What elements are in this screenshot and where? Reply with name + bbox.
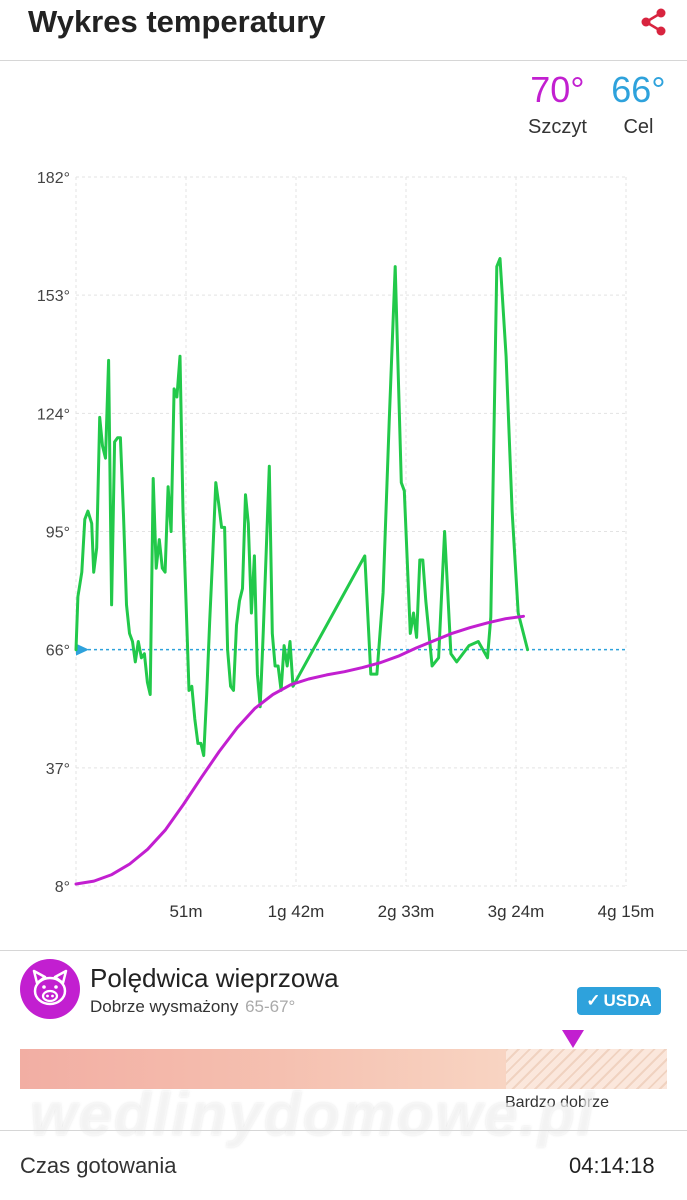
y-tick-label: 37° — [46, 761, 70, 778]
cut-name: Polędwica wieprzowa — [90, 963, 339, 993]
x-tick-label: 3g 24m — [488, 902, 545, 921]
watermark: wedlinydomowe.pl — [30, 1081, 596, 1148]
doneness-zone-very-good — [506, 1049, 667, 1089]
check-icon: ✓ — [586, 991, 601, 1010]
doneness-text: Dobrze wysmażony — [90, 997, 239, 1016]
zone-label: Bardzo dobrze — [505, 1094, 610, 1111]
temperature-chart: 182° 153° 124° 95° 66° 37° 8° 51m 1g 42m 2g 33m 3g… — [37, 170, 655, 921]
footer-divider — [0, 1130, 687, 1131]
peak-temperature: 70° Szczyt — [520, 70, 595, 139]
x-tick-label: 2g 33m — [378, 902, 435, 921]
target-temperature: 66° Cel — [606, 70, 671, 139]
usda-button[interactable]: ✓ USDA — [577, 987, 661, 1015]
cooking-time-label: Czas gotowania — [20, 1153, 177, 1178]
current-temperature-marker — [562, 1030, 584, 1048]
share-icon[interactable] — [638, 6, 670, 38]
doneness-label: Dobrze wysmażony 65-67° — [90, 997, 295, 1017]
pig-icon — [20, 959, 80, 1019]
app-header: Wykres temperatury — [0, 0, 687, 61]
ambient-temperature-line — [74, 257, 530, 758]
y-tick-label: 124° — [37, 406, 70, 423]
doneness-range: 65-67° — [245, 997, 296, 1016]
y-tick-label: 182° — [37, 170, 70, 187]
peak-label: Szczyt — [528, 116, 587, 138]
x-tick-label: 51m — [169, 902, 202, 921]
y-tick-label: 95° — [46, 525, 70, 542]
target-value: 66° — [611, 69, 666, 110]
peak-value: 70° — [530, 69, 585, 110]
section-divider — [0, 950, 687, 951]
x-tick-label: 1g 42m — [268, 902, 325, 921]
y-tick-label: 8° — [55, 879, 70, 896]
y-tick-label: 153° — [37, 288, 70, 305]
doneness-bar — [20, 1049, 667, 1089]
target-label: Cel — [623, 116, 654, 138]
target-marker-icon — [76, 643, 89, 656]
y-tick-label: 66° — [46, 643, 70, 660]
cooking-time-value: 04:14:18 — [569, 1153, 655, 1178]
page-title: Wykres temperatury — [28, 4, 326, 39]
internal-temperature-line — [74, 614, 525, 886]
x-tick-label: 4g 15m — [598, 902, 655, 921]
usda-label: USDA — [603, 991, 652, 1010]
